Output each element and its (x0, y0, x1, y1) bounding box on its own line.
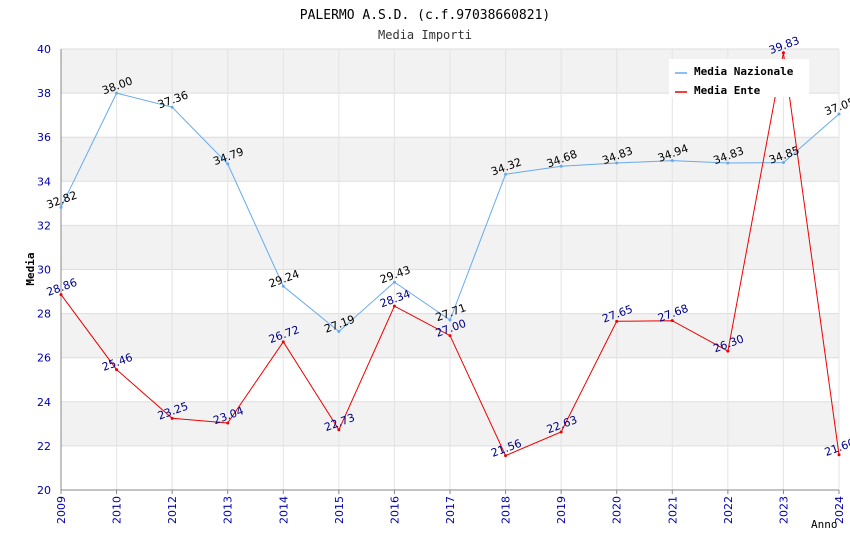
chart-title: PALERMO A.S.D. (c.f.97038660821) (300, 8, 550, 23)
y-tick-label: 28 (37, 308, 51, 321)
data-point-ente (448, 334, 452, 338)
x-tick-label: 2024 (833, 496, 846, 524)
x-tick-label: 2021 (666, 496, 679, 524)
data-point-nazionale (559, 164, 563, 168)
data-point-nazionale (59, 205, 63, 209)
legend-label-nazionale: Media Nazionale (694, 65, 794, 78)
y-tick-label: 20 (37, 484, 51, 497)
legend: Media Nazionale Media Ente (669, 59, 809, 97)
data-point-nazionale (115, 91, 119, 95)
legend-label-ente: Media Ente (694, 84, 761, 97)
data-point-nazionale (448, 318, 452, 322)
data-point-ente (615, 319, 619, 323)
data-point-nazionale (281, 284, 285, 288)
data-point-ente (59, 293, 63, 297)
y-tick-label: 22 (37, 440, 51, 453)
x-tick-label: 2018 (500, 496, 513, 524)
y-tick-label: 36 (37, 131, 51, 144)
data-point-nazionale (226, 162, 230, 166)
x-tick-label: 2015 (333, 496, 346, 524)
x-tick-label: 2022 (722, 496, 735, 524)
data-point-nazionale (504, 172, 508, 176)
x-tick-label: 2012 (166, 496, 179, 524)
data-point-nazionale (337, 329, 341, 333)
x-tick-label: 2016 (388, 496, 401, 524)
y-tick-label: 40 (37, 43, 51, 56)
x-tick-label: 2013 (222, 496, 235, 524)
data-point-nazionale (615, 161, 619, 165)
data-point-ente (781, 51, 785, 55)
data-point-ente (281, 340, 285, 344)
data-point-nazionale (726, 161, 730, 165)
legend-box (669, 59, 809, 97)
data-point-ente (337, 428, 341, 432)
data-point-ente (226, 421, 230, 425)
data-point-nazionale (670, 159, 674, 163)
y-tick-label: 26 (37, 352, 51, 365)
x-tick-label: 2017 (444, 496, 457, 524)
data-point-ente (115, 368, 119, 372)
series-lines (59, 51, 841, 458)
data-point-nazionale (781, 161, 785, 165)
x-axis-label: Anno (811, 518, 838, 531)
data-point-nazionale (837, 112, 841, 116)
data-point-ente (392, 304, 396, 308)
data-point-ente (504, 454, 508, 458)
x-tick-label: 2014 (277, 496, 290, 524)
y-tick-label: 24 (37, 396, 51, 409)
y-tick-label: 34 (37, 175, 51, 188)
x-tick-label: 2010 (111, 496, 124, 524)
data-point-ente (726, 349, 730, 353)
data-point-nazionale (392, 280, 396, 284)
data-point-nazionale (170, 105, 174, 109)
chart-subtitle: Media Importi (378, 28, 472, 42)
x-tick-label: 2020 (611, 496, 624, 524)
data-point-ente (670, 319, 674, 323)
y-tick-label: 32 (37, 219, 51, 232)
x-tick-label: 2023 (777, 496, 790, 524)
x-tick-label: 2019 (555, 496, 568, 524)
gridlines (60, 48, 840, 491)
x-tick-label: 2009 (55, 496, 68, 524)
data-point-ente (837, 453, 841, 457)
y-axis-label: Media (24, 252, 37, 285)
data-point-ente (559, 430, 563, 434)
y-tick-label: 30 (37, 264, 51, 277)
data-point-ente (170, 416, 174, 420)
y-tick-label: 38 (37, 87, 51, 100)
